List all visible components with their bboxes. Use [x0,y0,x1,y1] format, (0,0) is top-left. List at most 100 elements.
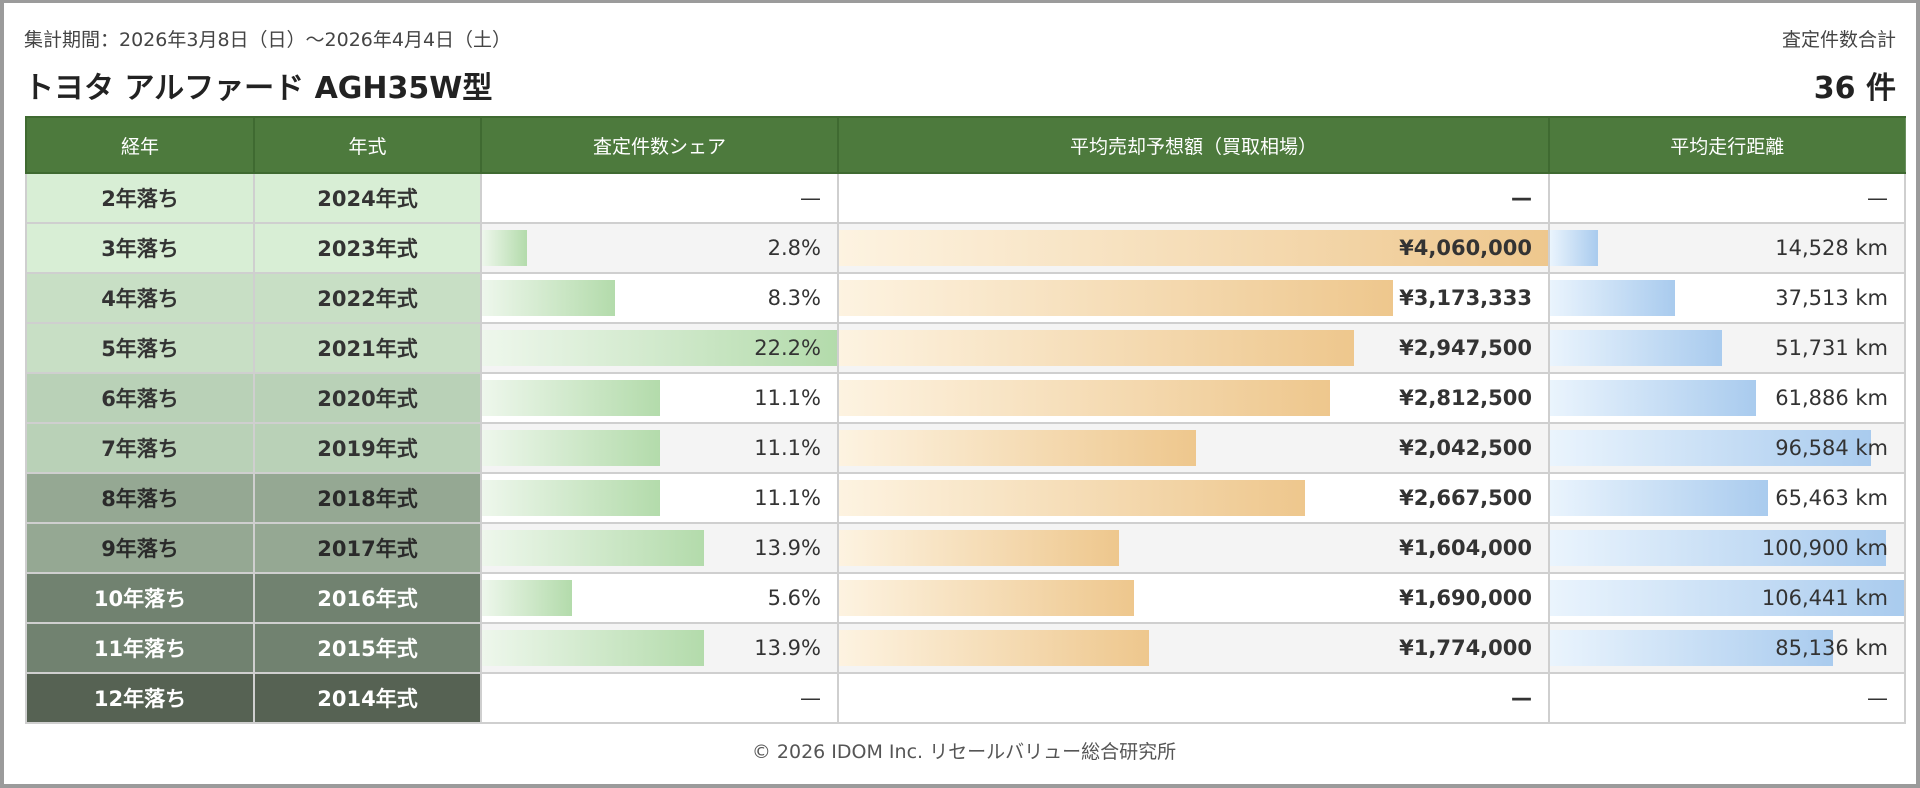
price-value: ¥2,667,500 [1399,486,1532,510]
price-value: — [1511,686,1532,710]
total-count-label: 査定件数合計 [1781,29,1896,51]
share-value: 11.1% [754,386,821,410]
col-year: 年式 [253,116,482,174]
col-price: 平均売却予想額（買取相場） [837,116,1550,174]
share-bar [482,530,705,566]
total-count: 36 件 [1813,71,1896,106]
mileage-value: — [1867,686,1888,710]
price-value: ¥2,042,500 [1399,436,1532,460]
share-value: 8.3% [767,286,821,310]
share-bar [482,380,660,416]
age-cell: 3年落ち [25,222,255,274]
price-bar [839,330,1354,366]
copyright: © 2026 IDOM Inc. リセールバリュー総合研究所 [751,741,1177,763]
share-value: 2.8% [767,236,821,260]
share-bar [482,430,660,466]
share-value: 5.6% [767,586,821,610]
price-bar [839,380,1331,416]
share-bar [482,480,660,516]
price-bar [839,430,1196,466]
price-bar [839,280,1394,316]
table-row: 7年落ち 2019年式 11.1% ¥2,042,500 96,584 km [25,422,1906,474]
share-cell: 22.2% [480,322,839,374]
table-row: 5年落ち 2021年式 22.2% ¥2,947,500 51,731 km [25,322,1906,374]
price-value: — [1511,186,1532,210]
price-value: ¥1,690,000 [1399,586,1532,610]
share-bar [482,630,705,666]
mileage-bar [1550,580,1904,616]
share-bar [482,330,837,366]
table-header: 経年 年式 査定件数シェア 平均売却予想額（買取相場） 平均走行距離 [25,116,1906,174]
mileage-value: — [1867,186,1888,210]
mileage-cell: 65,463 km [1548,472,1906,524]
mileage-bar [1550,280,1675,316]
mileage-value: 14,528 km [1775,236,1888,260]
price-bar [839,480,1305,516]
price-value: ¥1,774,000 [1399,636,1532,660]
table-row: 9年落ち 2017年式 13.9% ¥1,604,000 100,900 km [25,522,1906,574]
age-cell: 11年落ち [25,622,255,674]
share-value: 13.9% [754,536,821,560]
price-cell: ¥1,774,000 [837,622,1550,674]
period-label: 集計期間：2026年3月8日（日）～2026年4月4日（土） [24,29,512,51]
age-cell: 4年落ち [25,272,255,324]
year-cell: 2023年式 [253,222,482,274]
price-cell: ¥2,042,500 [837,422,1550,474]
share-cell: 13.9% [480,522,839,574]
age-cell: 9年落ち [25,522,255,574]
mileage-cell: 100,900 km [1548,522,1906,574]
share-value: 11.1% [754,486,821,510]
mileage-bar [1550,530,1886,566]
age-cell: 12年落ち [25,672,255,724]
mileage-value: 106,441 km [1761,586,1888,610]
price-cell: ¥4,060,000 [837,222,1550,274]
table-row: 6年落ち 2020年式 11.1% ¥2,812,500 61,886 km [25,372,1906,424]
year-cell: 2014年式 [253,672,482,724]
mileage-bar [1550,230,1599,266]
price-bar [839,230,1548,266]
mileage-value: 100,900 km [1761,536,1888,560]
col-age: 経年 [25,116,255,174]
table-row: 3年落ち 2023年式 2.8% ¥4,060,000 14,528 km [25,222,1906,274]
age-cell: 6年落ち [25,372,255,424]
share-value: 13.9% [754,636,821,660]
mileage-value: 96,584 km [1775,436,1888,460]
age-cell: 8年落ち [25,472,255,524]
share-value: 11.1% [754,436,821,460]
mileage-bar [1550,330,1723,366]
share-cell: 8.3% [480,272,839,324]
mileage-cell: 96,584 km [1548,422,1906,474]
share-bar [482,580,572,616]
share-cell: — [480,172,839,224]
share-cell: 5.6% [480,572,839,624]
share-cell: 2.8% [480,222,839,274]
mileage-value: 65,463 km [1775,486,1888,510]
share-value: — [800,686,821,710]
table-row: 10年落ち 2016年式 5.6% ¥1,690,000 106,441 km [25,572,1906,624]
col-share: 査定件数シェア [480,116,839,174]
share-bar [482,230,527,266]
share-cell: 11.1% [480,372,839,424]
col-mileage: 平均走行距離 [1548,116,1906,174]
table-row: 4年落ち 2022年式 8.3% ¥3,173,333 37,513 km [25,272,1906,324]
mileage-value: 37,513 km [1775,286,1888,310]
age-cell: 2年落ち [25,172,255,224]
mileage-bar [1550,630,1834,666]
mileage-cell: — [1548,172,1906,224]
share-value: — [800,186,821,210]
year-cell: 2015年式 [253,622,482,674]
price-cell: ¥2,947,500 [837,322,1550,374]
resale-table: 経年 年式 査定件数シェア 平均売却予想額（買取相場） 平均走行距離 2年落ち 2… [25,116,1906,724]
table-row: 8年落ち 2018年式 11.1% ¥2,667,500 65,463 km [25,472,1906,524]
mileage-cell: 85,136 km [1548,622,1906,674]
mileage-bar [1550,480,1768,516]
year-cell: 2020年式 [253,372,482,424]
page-title: トヨタ アルファード AGH35W型 [24,71,493,106]
share-value: 22.2% [754,336,821,360]
price-bar [839,530,1120,566]
mileage-cell: 61,886 km [1548,372,1906,424]
mileage-cell: 51,731 km [1548,322,1906,374]
price-value: ¥4,060,000 [1399,236,1532,260]
price-value: ¥1,604,000 [1399,536,1532,560]
